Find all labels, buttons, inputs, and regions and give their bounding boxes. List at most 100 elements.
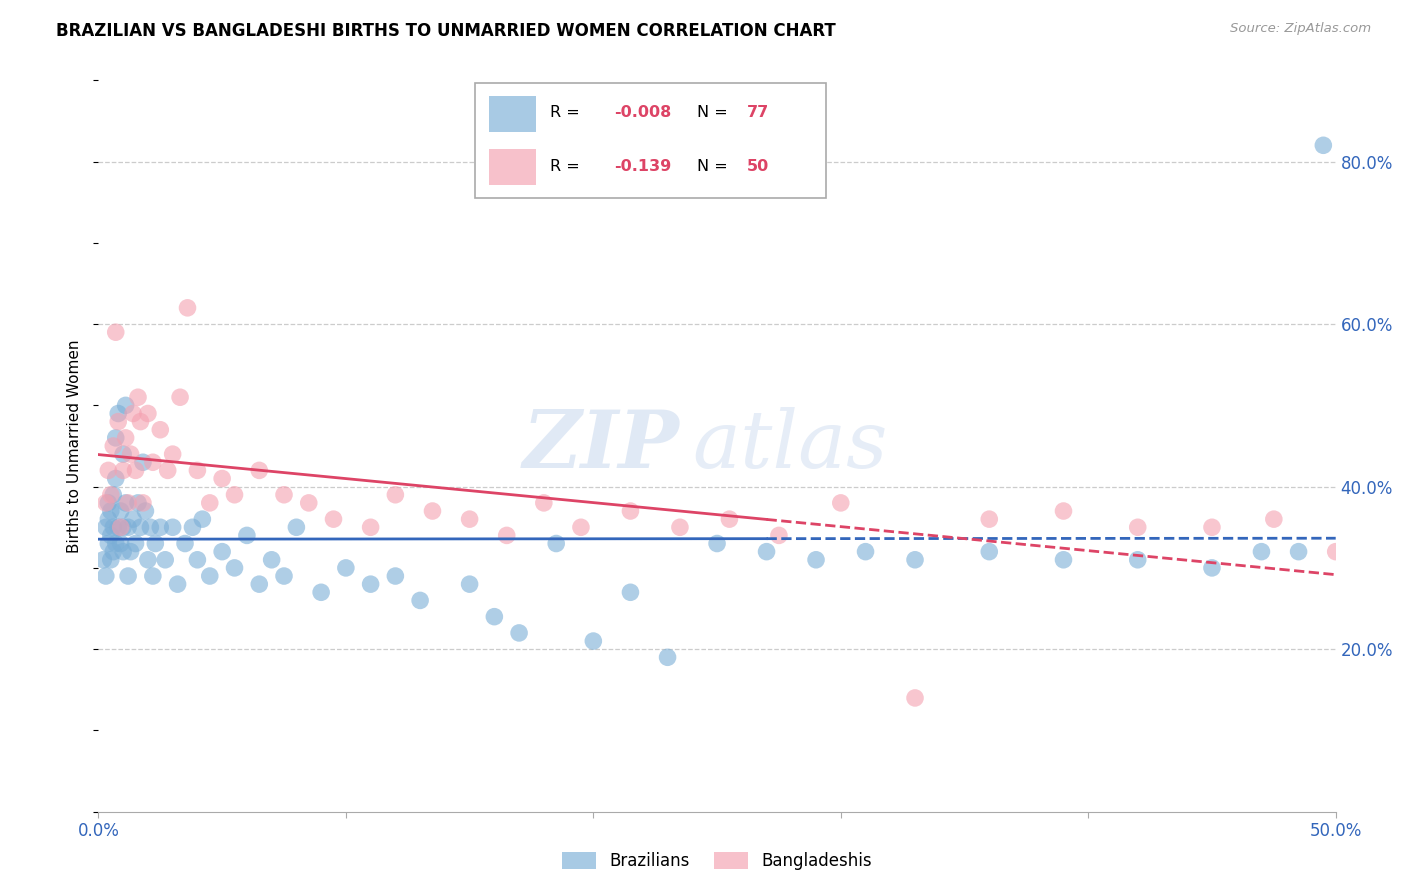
Point <box>124 536 146 550</box>
Point <box>100 488 122 502</box>
Point <box>533 496 555 510</box>
Point <box>768 528 790 542</box>
Point <box>124 463 146 477</box>
FancyBboxPatch shape <box>489 96 536 132</box>
Point <box>117 520 139 534</box>
Point <box>1052 553 1074 567</box>
Text: 50: 50 <box>747 160 769 175</box>
Point <box>104 471 127 485</box>
Point <box>104 325 127 339</box>
Point <box>211 544 233 558</box>
Point <box>979 512 1001 526</box>
Text: N =: N = <box>697 105 728 120</box>
Point <box>112 520 135 534</box>
Text: R =: R = <box>550 160 579 175</box>
Point <box>546 536 568 550</box>
Legend: Brazilians, Bangladeshis: Brazilians, Bangladeshis <box>555 845 879 877</box>
Point <box>103 544 125 558</box>
Point <box>100 553 122 567</box>
Point <box>112 463 135 477</box>
Point <box>458 577 481 591</box>
Point <box>122 512 145 526</box>
Point <box>830 496 852 510</box>
Point <box>176 301 198 315</box>
Point <box>139 520 162 534</box>
Point <box>186 463 208 477</box>
Text: BRAZILIAN VS BANGLADESHI BIRTHS TO UNMARRIED WOMEN CORRELATION CHART: BRAZILIAN VS BANGLADESHI BIRTHS TO UNMAR… <box>56 22 837 40</box>
Point <box>422 504 444 518</box>
Point <box>142 569 165 583</box>
Point <box>191 512 214 526</box>
Point <box>484 609 506 624</box>
Point <box>273 569 295 583</box>
Point <box>132 455 155 469</box>
Point <box>136 407 159 421</box>
Point <box>211 471 233 485</box>
Point <box>117 496 139 510</box>
Point <box>804 553 827 567</box>
Point <box>360 577 382 591</box>
Point <box>100 504 122 518</box>
Text: 77: 77 <box>747 105 769 120</box>
Point <box>162 447 184 461</box>
Text: -0.008: -0.008 <box>614 105 672 120</box>
Point <box>97 536 120 550</box>
Point <box>1324 544 1347 558</box>
Point <box>120 544 142 558</box>
Point <box>107 520 129 534</box>
Point <box>93 553 115 567</box>
Point <box>904 553 927 567</box>
Point <box>458 512 481 526</box>
Text: -0.139: -0.139 <box>614 160 672 175</box>
Y-axis label: Births to Unmarried Women: Births to Unmarried Women <box>67 339 83 553</box>
Point <box>103 439 125 453</box>
Point <box>384 488 406 502</box>
Point <box>1250 544 1272 558</box>
Point <box>186 553 208 567</box>
Point <box>110 504 132 518</box>
Point <box>127 390 149 404</box>
Point <box>166 577 188 591</box>
Point <box>755 544 778 558</box>
Point <box>619 585 641 599</box>
Point <box>120 447 142 461</box>
Point <box>97 496 120 510</box>
FancyBboxPatch shape <box>475 83 825 198</box>
Text: R =: R = <box>550 105 579 120</box>
Point <box>104 536 127 550</box>
Point <box>979 544 1001 558</box>
Point <box>718 512 741 526</box>
Point <box>669 520 692 534</box>
Point <box>273 488 295 502</box>
Point <box>247 463 270 477</box>
Point <box>904 690 927 705</box>
Point <box>409 593 432 607</box>
Text: N =: N = <box>697 160 728 175</box>
Point <box>1052 504 1074 518</box>
Point <box>198 569 221 583</box>
Point <box>508 626 530 640</box>
Point <box>224 561 246 575</box>
Point <box>94 496 117 510</box>
Point <box>260 553 283 567</box>
Point <box>127 496 149 510</box>
Point <box>1312 138 1334 153</box>
Point <box>136 553 159 567</box>
Point <box>114 398 136 412</box>
FancyBboxPatch shape <box>489 149 536 185</box>
Point <box>224 488 246 502</box>
Point <box>107 415 129 429</box>
Point <box>143 536 166 550</box>
Point <box>322 512 344 526</box>
Point <box>335 561 357 575</box>
Point <box>122 407 145 421</box>
Point <box>112 447 135 461</box>
Point <box>236 528 259 542</box>
Point <box>1201 561 1223 575</box>
Point <box>110 536 132 550</box>
Point <box>129 520 152 534</box>
Point <box>1201 520 1223 534</box>
Point <box>198 496 221 510</box>
Text: atlas: atlas <box>692 408 887 484</box>
Point <box>1126 553 1149 567</box>
